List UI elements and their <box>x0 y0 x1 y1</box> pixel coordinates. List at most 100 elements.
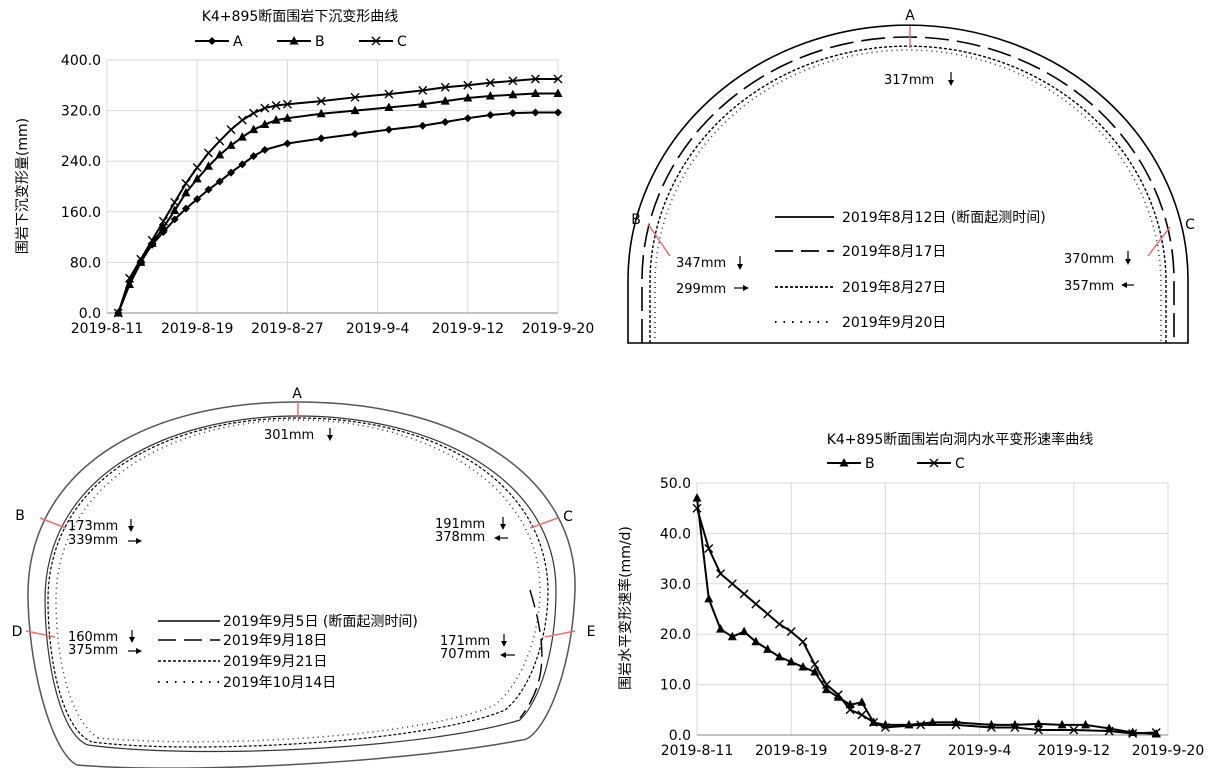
c1-series-A-point <box>554 108 562 117</box>
c1-y-tick-label: 400.0 <box>61 53 101 69</box>
c1-series-B-point <box>485 91 495 100</box>
c2-series-C-point <box>869 717 879 727</box>
c2-series-C-point <box>763 609 773 619</box>
horseshoe-label-e: E <box>587 624 596 640</box>
c2-series-B-point <box>786 656 796 666</box>
horseshoe-outline-inner <box>44 415 557 753</box>
chart2-x-ticks: 2019-8-11 2019-8-19 2019-8-27 2019-9-4 2019-… <box>661 743 1204 759</box>
c1-series-C-point <box>203 148 213 158</box>
arch-a-settlement: 317mm <box>884 73 934 88</box>
horseshoe-label-b: B <box>15 508 25 524</box>
settlement-chart: K4+895断面围岩下沉变形曲线 A B C 0.0 80.0 160.0 240.0 32… <box>15 9 594 337</box>
c1-series-C-point <box>282 99 292 109</box>
horseshoe-legend-longdash-label: 2019年9月18日 <box>223 633 327 649</box>
c1-series-C-point <box>125 273 135 283</box>
c1-legend-marker-C <box>371 36 381 46</box>
c1-x-tick-label: 2019-8-19 <box>161 321 233 337</box>
c2-x-tick-label: 2019-9-20 <box>1132 743 1204 759</box>
c1-series-C-point <box>181 178 191 188</box>
c2-series-B-point <box>739 626 749 636</box>
c1-legend-label-B: B <box>315 34 325 50</box>
c1-series-B-point <box>226 140 236 149</box>
c2-y-tick-label: 0.0 <box>669 728 691 744</box>
arch-outline-long-dash <box>641 36 1175 343</box>
c2-series-C-line <box>696 507 1157 735</box>
c2-series-C-point <box>1069 725 1079 735</box>
arch-label-b: B <box>631 212 641 228</box>
horseshoe-legend-shortdash-label: 2019年9月21日 <box>223 654 327 670</box>
arch-legend-longdash-label: 2019年8月17日 <box>842 244 946 260</box>
c2-series-C-point <box>1033 725 1043 735</box>
chart2-title: K4+895断面围岩向洞内水平变形速率曲线 <box>827 431 1094 448</box>
c1-series-A-point <box>215 177 224 186</box>
c1-series-A-point <box>463 114 472 123</box>
c2-series-C-point <box>716 569 726 579</box>
c1-series-A-point <box>317 134 326 143</box>
c1-legend-marker-A <box>208 37 216 45</box>
c1-series-A-point <box>249 152 258 161</box>
chart2-series <box>692 493 1161 738</box>
c1-series-C-point <box>553 74 563 84</box>
c1-series-B-point <box>440 96 450 105</box>
c1-series-C-point <box>158 216 168 226</box>
horseshoe-b-settlement: 173mm <box>68 519 118 534</box>
c1-series-B-point <box>215 149 225 159</box>
horseshoe-marker-b <box>39 517 67 529</box>
c1-y-tick-label: 80.0 <box>70 255 101 271</box>
c2-series-C-point <box>986 722 996 732</box>
c1-series-C-point <box>136 254 146 264</box>
c2-series-B-point <box>928 717 937 726</box>
c2-series-C-point <box>1010 722 1020 732</box>
c1-legend-label-C: C <box>397 34 407 50</box>
c2-series-B-point <box>704 593 714 603</box>
c2-y-tick-label: 30.0 <box>660 577 691 593</box>
arch-marker-b <box>647 223 671 257</box>
c2-series-B-point <box>716 624 726 633</box>
horseshoe-c-settlement: 191mm <box>435 517 485 532</box>
c1-series-B-point <box>463 92 473 102</box>
arch-label-c: C <box>1185 217 1195 233</box>
horseshoe-outline-outer <box>27 401 576 768</box>
c1-series-A-point <box>508 109 517 118</box>
c2-series-C-point <box>822 680 832 690</box>
c2-series-B-point <box>1081 719 1091 729</box>
c2-series-C-point <box>1104 726 1114 736</box>
c1-series-B-line <box>117 92 558 314</box>
c2-series-C-point <box>880 722 890 732</box>
chart1-legend: A B C <box>195 34 407 50</box>
c1-series-B-point <box>271 115 281 124</box>
c2-legend-marker-C <box>929 458 939 468</box>
c2-series-C-point <box>692 503 702 513</box>
c2-series-B-point <box>727 631 737 641</box>
arch-legend-solid-label: 2019年8月12日 (断面起测时间) <box>842 210 1046 226</box>
horseshoe-marker-c <box>529 517 559 529</box>
c1-series-B-point <box>158 222 168 232</box>
horseshoe-c-horizontal: 378mm <box>435 530 485 545</box>
c2-series-B-point <box>822 684 832 694</box>
horseshoe-outline-dotted <box>55 419 541 743</box>
c2-series-C-point <box>751 599 761 609</box>
arch-legend-dot-label: 2019年9月20日 <box>842 315 946 331</box>
c1-series-C-point <box>113 308 123 318</box>
c2-series-C-point <box>1151 727 1161 737</box>
c1-series-A-point <box>181 204 190 213</box>
c2-x-tick-label: 2019-9-4 <box>948 743 1012 759</box>
horseshoe-outline-long-dash <box>519 589 543 719</box>
c2-y-tick-label: 20.0 <box>660 627 691 643</box>
c2-series-B-point <box>857 697 867 706</box>
c1-series-C-point <box>508 76 518 86</box>
c1-series-C-point <box>249 108 259 118</box>
c1-series-A-point <box>384 125 393 134</box>
c1-series-A-point <box>227 168 236 177</box>
c2-series-B-line <box>696 498 1157 735</box>
c2-series-C-point <box>951 720 961 730</box>
c2-legend-label-C: C <box>955 456 965 472</box>
c1-series-B-point <box>203 161 213 170</box>
c2-series-B-point <box>763 644 773 653</box>
c1-series-C-point <box>316 96 326 106</box>
chart1-y-ticks: 0.0 80.0 160.0 240.0 320.0 400.0 <box>61 53 101 322</box>
c1-series-C-point <box>485 78 495 88</box>
arch-marker-c <box>1147 226 1171 257</box>
chart1-title: K4+895断面围岩下沉变形曲线 <box>202 9 399 25</box>
horseshoe-marker-e <box>544 630 576 638</box>
